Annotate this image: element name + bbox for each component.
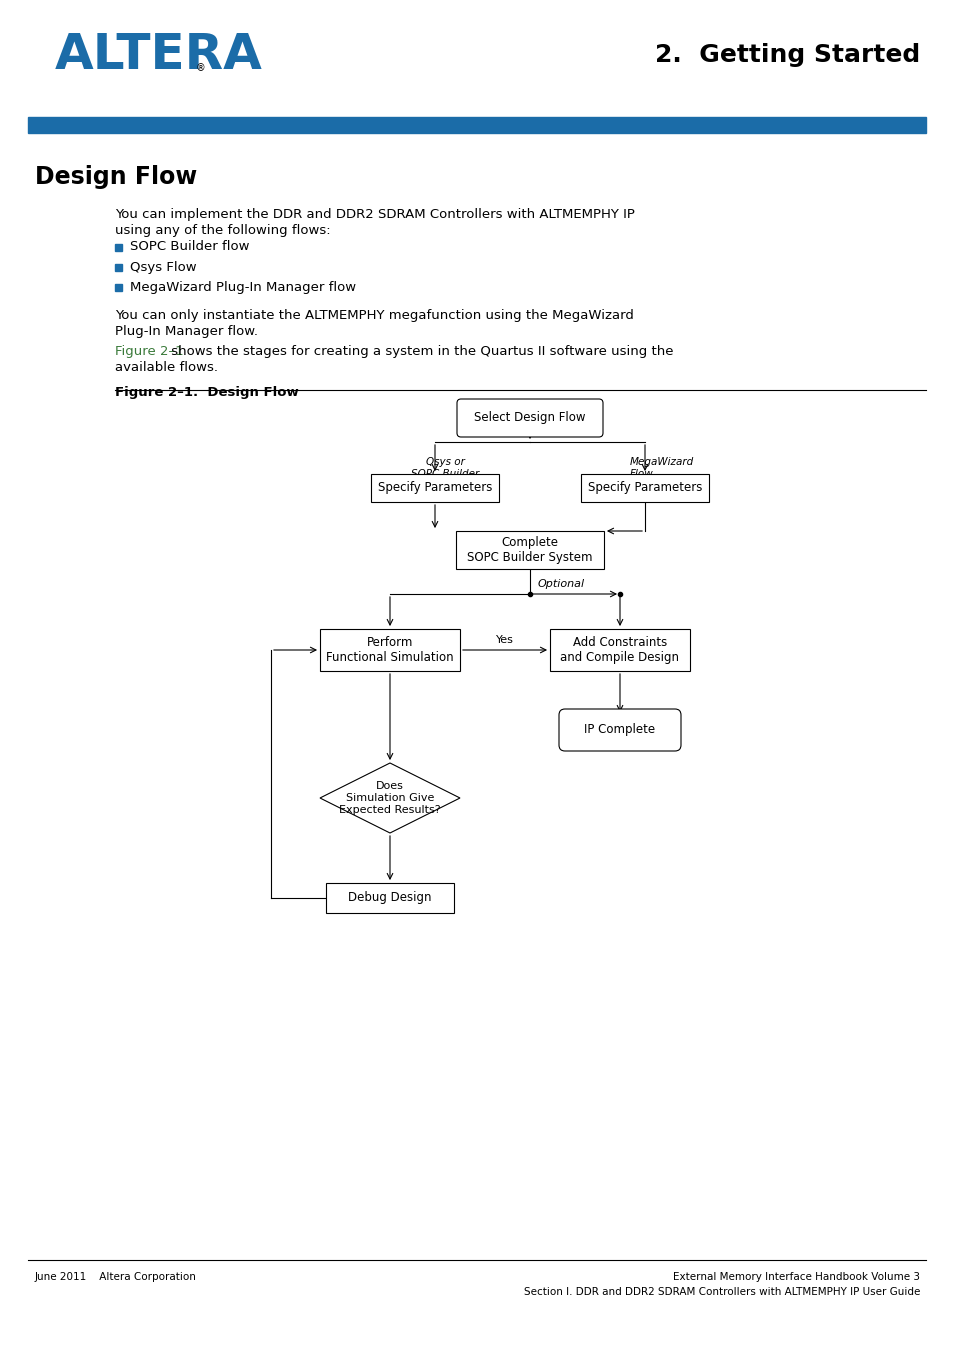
FancyBboxPatch shape [558, 709, 680, 751]
Polygon shape [319, 763, 459, 833]
Text: Plug-In Manager flow.: Plug-In Manager flow. [115, 325, 257, 338]
FancyBboxPatch shape [580, 474, 708, 502]
Text: using any of the following flows:: using any of the following flows: [115, 224, 331, 238]
Text: ®: ® [195, 63, 206, 73]
Bar [115, 244, 122, 251]
Text: Does
Simulation Give
Expected Results?: Does Simulation Give Expected Results? [339, 782, 440, 814]
Bar [28, 117, 925, 134]
Text: IP Complete: IP Complete [584, 724, 655, 737]
Text: MegaWizard
Flow: MegaWizard Flow [629, 458, 694, 479]
Text: Select Design Flow: Select Design Flow [474, 412, 585, 424]
Text: Design Flow: Design Flow [35, 165, 197, 189]
Text: available flows.: available flows. [115, 360, 218, 374]
FancyBboxPatch shape [550, 629, 689, 671]
Text: Qsys or
SOPC Builder
Flow: Qsys or SOPC Builder Flow [411, 458, 478, 490]
Text: You can implement the DDR and DDR2 SDRAM Controllers with ALTMEMPHY IP: You can implement the DDR and DDR2 SDRAM… [115, 208, 634, 221]
FancyBboxPatch shape [371, 474, 498, 502]
Text: Figure 2–1.  Design Flow: Figure 2–1. Design Flow [115, 386, 298, 400]
Text: June 2011    Altera Corporation: June 2011 Altera Corporation [35, 1272, 196, 1282]
Text: MegaWizard Plug-In Manager flow: MegaWizard Plug-In Manager flow [130, 281, 355, 293]
Text: Specify Parameters: Specify Parameters [587, 482, 701, 494]
FancyBboxPatch shape [456, 400, 602, 437]
Text: 2.  Getting Started: 2. Getting Started [654, 43, 919, 68]
FancyBboxPatch shape [326, 883, 454, 913]
Bar [115, 265, 122, 271]
Bar [115, 284, 122, 292]
Text: Qsys Flow: Qsys Flow [130, 261, 196, 274]
FancyBboxPatch shape [456, 531, 603, 568]
Text: Figure 2–1: Figure 2–1 [115, 346, 183, 358]
Text: Yes: Yes [496, 634, 514, 645]
Text: Specify Parameters: Specify Parameters [377, 482, 492, 494]
Text: Section I. DDR and DDR2 SDRAM Controllers with ALTMEMPHY IP User Guide: Section I. DDR and DDR2 SDRAM Controller… [523, 1287, 919, 1297]
Text: ALTERA: ALTERA [55, 31, 263, 80]
Text: You can only instantiate the ALTMEMPHY megafunction using the MegaWizard: You can only instantiate the ALTMEMPHY m… [115, 309, 633, 323]
Text: SOPC Builder flow: SOPC Builder flow [130, 240, 250, 254]
Text: Perform
Functional Simulation: Perform Functional Simulation [326, 636, 454, 664]
Text: shows the stages for creating a system in the Quartus II software using the: shows the stages for creating a system i… [167, 346, 673, 358]
Text: Complete
SOPC Builder System: Complete SOPC Builder System [467, 536, 592, 564]
Text: Add Constraints
and Compile Design: Add Constraints and Compile Design [560, 636, 679, 664]
Text: External Memory Interface Handbook Volume 3: External Memory Interface Handbook Volum… [672, 1272, 919, 1282]
FancyBboxPatch shape [319, 629, 459, 671]
Text: Debug Design: Debug Design [348, 891, 432, 904]
Text: Optional: Optional [537, 579, 584, 589]
